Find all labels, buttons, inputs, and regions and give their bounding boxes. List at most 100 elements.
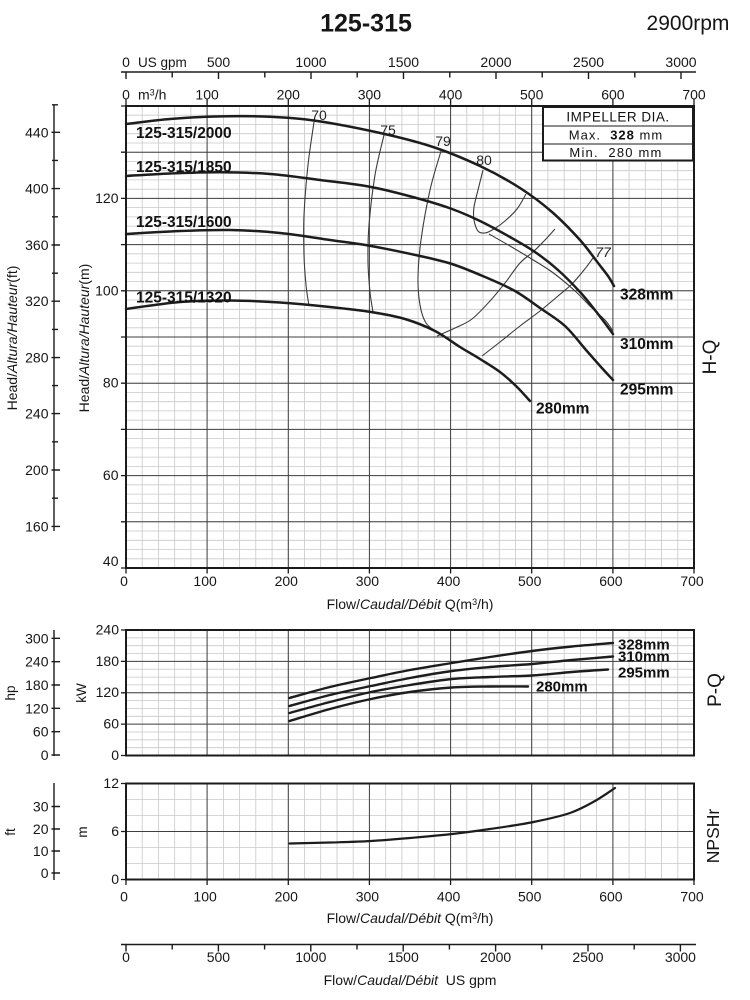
svg-text:120: 120 <box>96 684 120 700</box>
svg-text:200: 200 <box>275 573 299 589</box>
svg-text:60: 60 <box>103 716 119 732</box>
svg-text:3000: 3000 <box>665 949 696 965</box>
svg-text:m3/h: m3/h <box>138 87 166 103</box>
svg-text:80: 80 <box>476 152 492 168</box>
svg-text:125-315/2000: 125-315/2000 <box>136 125 232 142</box>
svg-text:77: 77 <box>595 244 612 260</box>
svg-text:500: 500 <box>207 949 231 965</box>
svg-text:200: 200 <box>275 889 299 905</box>
svg-text:500: 500 <box>518 889 542 905</box>
svg-text:m: m <box>75 826 90 837</box>
svg-text:0: 0 <box>111 871 119 887</box>
svg-text:200: 200 <box>277 87 301 103</box>
svg-text:180: 180 <box>25 677 49 693</box>
svg-text:200: 200 <box>25 462 49 478</box>
svg-text:80: 80 <box>103 375 119 391</box>
svg-text:Flow/Caudal/Débit US gpm: Flow/Caudal/Débit US gpm <box>324 972 497 988</box>
svg-text:600: 600 <box>601 87 625 103</box>
svg-text:240: 240 <box>25 654 49 670</box>
svg-text:0: 0 <box>122 949 130 965</box>
svg-text:0: 0 <box>122 54 130 70</box>
svg-text:300: 300 <box>25 630 49 646</box>
svg-text:400: 400 <box>437 889 461 905</box>
svg-text:125-315/1320: 125-315/1320 <box>136 290 232 307</box>
svg-text:P-Q: P-Q <box>705 673 726 707</box>
svg-text:0: 0 <box>120 889 128 905</box>
svg-text:0: 0 <box>120 573 128 589</box>
svg-text:400: 400 <box>437 573 461 589</box>
svg-text:Flow/Caudal/Débit Q(m3/h): Flow/Caudal/Débit Q(m3/h) <box>327 910 494 926</box>
svg-text:320: 320 <box>25 293 49 309</box>
svg-text:2000: 2000 <box>480 949 511 965</box>
svg-text:280mm: 280mm <box>536 679 588 696</box>
svg-text:700: 700 <box>680 573 704 589</box>
svg-text:295mm: 295mm <box>618 665 670 682</box>
svg-text:700: 700 <box>682 87 706 103</box>
svg-text:240: 240 <box>25 406 49 422</box>
svg-text:600: 600 <box>599 573 623 589</box>
svg-text:NPSHr: NPSHr <box>703 809 723 864</box>
svg-text:1000: 1000 <box>295 54 326 70</box>
svg-text:IMPELLER DIA.: IMPELLER DIA. <box>566 110 669 125</box>
svg-text:79: 79 <box>435 133 451 149</box>
svg-text:328mm: 328mm <box>620 287 673 304</box>
svg-text:100: 100 <box>195 87 219 103</box>
svg-text:40: 40 <box>103 553 119 569</box>
svg-text:hp: hp <box>3 685 18 700</box>
svg-text:125-315/1850: 125-315/1850 <box>136 159 232 176</box>
svg-text:360: 360 <box>25 237 49 253</box>
svg-text:10: 10 <box>33 843 49 859</box>
svg-text:280: 280 <box>25 350 49 366</box>
svg-text:H-Q: H-Q <box>700 340 721 375</box>
svg-text:240: 240 <box>96 622 120 638</box>
svg-text:120: 120 <box>95 190 119 206</box>
svg-text:60: 60 <box>33 724 49 740</box>
svg-text:Head/Altura/Hauteur(m): Head/Altura/Hauteur(m) <box>76 264 92 413</box>
svg-text:2000: 2000 <box>480 54 511 70</box>
svg-text:180: 180 <box>96 653 120 669</box>
svg-text:0: 0 <box>41 865 49 881</box>
svg-text:Head/Altura/Hauteur(ft): Head/Altura/Hauteur(ft) <box>4 266 20 411</box>
svg-text:70: 70 <box>311 107 327 123</box>
svg-text:300: 300 <box>356 573 380 589</box>
svg-text:600: 600 <box>599 889 623 905</box>
svg-text:328mm: 328mm <box>618 637 670 654</box>
svg-text:125-315: 125-315 <box>320 10 412 38</box>
svg-text:1500: 1500 <box>388 54 419 70</box>
svg-text:300: 300 <box>356 889 380 905</box>
svg-text:100: 100 <box>193 889 217 905</box>
svg-text:2900rpm: 2900rpm <box>647 12 730 35</box>
svg-text:700: 700 <box>680 889 704 905</box>
svg-text:310mm: 310mm <box>618 649 670 666</box>
svg-text:500: 500 <box>518 573 542 589</box>
svg-text:Flow/Caudal/Débit Q(m3/h): Flow/Caudal/Débit Q(m3/h) <box>327 596 494 612</box>
svg-text:120: 120 <box>25 700 49 716</box>
svg-text:0: 0 <box>122 87 130 103</box>
svg-text:6: 6 <box>111 823 119 839</box>
svg-text:100: 100 <box>193 573 217 589</box>
svg-text:30: 30 <box>33 799 49 815</box>
svg-text:kW: kW <box>74 683 89 703</box>
svg-text:440: 440 <box>25 124 49 140</box>
svg-text:1500: 1500 <box>388 949 419 965</box>
svg-text:20: 20 <box>33 821 49 837</box>
svg-text:Max. 328 mm: Max. 328 mm <box>569 128 663 143</box>
svg-text:500: 500 <box>207 54 231 70</box>
svg-text:US gpm: US gpm <box>138 55 187 70</box>
svg-text:12: 12 <box>103 775 119 791</box>
svg-text:3000: 3000 <box>665 54 696 70</box>
svg-text:60: 60 <box>103 467 119 483</box>
svg-text:300: 300 <box>358 87 382 103</box>
svg-text:295mm: 295mm <box>620 382 673 399</box>
svg-text:0: 0 <box>41 747 49 763</box>
svg-text:100: 100 <box>95 282 119 298</box>
svg-text:500: 500 <box>520 87 544 103</box>
svg-text:1000: 1000 <box>295 949 326 965</box>
svg-text:0: 0 <box>111 747 119 763</box>
svg-text:75: 75 <box>380 122 396 138</box>
svg-text:160: 160 <box>25 518 49 534</box>
svg-text:400: 400 <box>25 181 49 197</box>
svg-text:310mm: 310mm <box>620 336 673 353</box>
svg-text:125-315/1600: 125-315/1600 <box>136 214 232 231</box>
svg-text:2500: 2500 <box>573 54 604 70</box>
